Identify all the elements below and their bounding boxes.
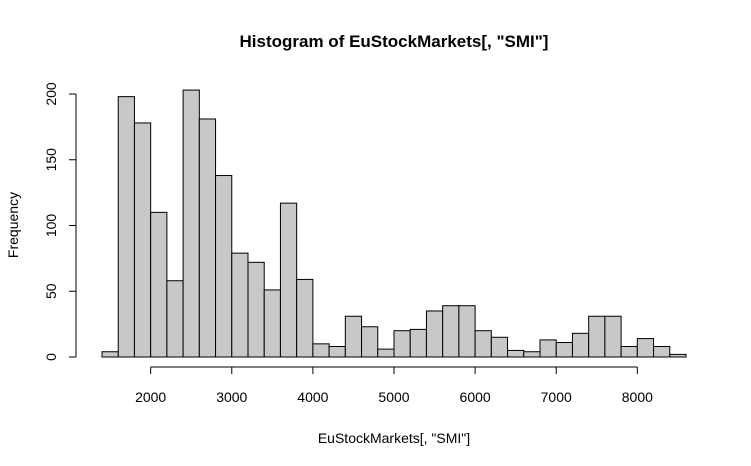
y-tick-label: 150: [43, 148, 59, 172]
histogram-bar: [166, 280, 184, 358]
histogram-bar: [507, 349, 525, 358]
histogram-bar: [247, 261, 265, 358]
histogram-bar: [312, 343, 330, 358]
x-tick-label: 2000: [135, 389, 166, 405]
bars-group: [101, 89, 687, 358]
histogram-bar: [620, 345, 638, 358]
x-axis: 2000 3000 4000 5000 6000 7000 8000: [135, 366, 653, 405]
y-axis: 0 50 100 150 200: [43, 82, 77, 361]
histogram-bar: [133, 122, 152, 358]
histogram-bar: [442, 305, 460, 358]
histogram-bar: [604, 315, 622, 358]
histogram-bar: [117, 96, 135, 358]
histogram-bar: [523, 351, 541, 358]
x-tick-label: 8000: [622, 389, 653, 405]
histogram-bar: [279, 202, 298, 358]
histogram-bar: [344, 315, 363, 358]
histogram-bar: [458, 305, 476, 358]
x-tick-label: 3000: [216, 389, 247, 405]
histogram-bar: [231, 252, 249, 358]
x-axis-label: EuStockMarkets[, "SMI"]: [318, 430, 470, 446]
histogram-bar: [377, 348, 395, 358]
x-tick-label: 5000: [378, 389, 409, 405]
chart-title: Histogram of EuStockMarkets[, "SMI"]: [240, 32, 549, 51]
histogram-bar: [409, 328, 427, 358]
histogram-bar: [571, 332, 590, 358]
y-axis-label: Frequency: [5, 192, 21, 258]
histogram-bar: [263, 289, 281, 358]
histogram-bar: [490, 336, 509, 358]
histogram-bar: [182, 89, 200, 358]
y-tick-label: 100: [43, 214, 59, 238]
y-tick-label: 200: [43, 82, 59, 106]
histogram-bar: [393, 330, 411, 358]
histogram-bar: [296, 278, 314, 358]
x-tick-label: 7000: [541, 389, 572, 405]
histogram-bar: [215, 175, 233, 358]
histogram-bar: [653, 345, 671, 358]
x-tick-label: 6000: [460, 389, 491, 405]
histogram-bar: [150, 211, 168, 358]
y-tick-label: 0: [43, 353, 59, 361]
histogram-bar: [555, 342, 573, 358]
histogram-bar: [588, 315, 606, 358]
y-tick-label: 50: [43, 283, 59, 299]
histogram-bar: [101, 351, 119, 358]
histogram-bar: [474, 330, 492, 358]
histogram-bar: [425, 310, 444, 358]
histogram-bar: [361, 326, 379, 358]
x-tick-label: 4000: [297, 389, 328, 405]
histogram-bar: [328, 345, 346, 358]
histogram-bar: [198, 118, 217, 358]
histogram-bar: [539, 339, 557, 358]
histogram-bar: [669, 353, 687, 358]
histogram-bar: [636, 338, 655, 358]
